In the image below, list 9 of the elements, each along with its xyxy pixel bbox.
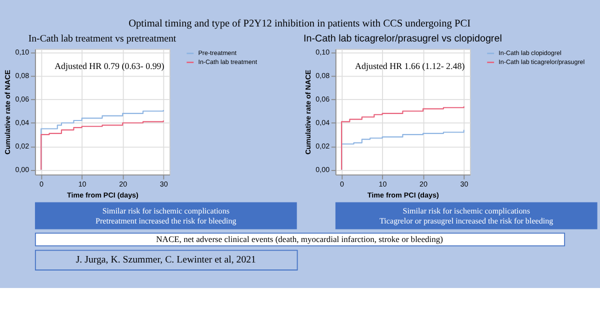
annotation: Adjusted HR 1.66 (1.12- 2.48)	[355, 61, 465, 72]
annotation: Adjusted HR 0.79 (0.63- 0.99)	[54, 61, 164, 72]
text: Similar risk for ischemic complications Pretreatment increased the risk for bleeding	[96, 206, 236, 226]
chart-title: In-Cath lab ticagrelor/prasugrel vs clopidogrel	[303, 34, 502, 45]
chart-title: In-Cath lab treatment vs pretreatment	[28, 34, 176, 45]
text: Similar risk for ischemic complications Ticagrelor or prasugrel increased the risk for bleeding	[380, 206, 554, 226]
text: Optimal timing and type of P2Y12 inhibition in patients with CCS undergoing PCI	[128, 18, 472, 30]
text: NACE, net adverse clinical events (death, myocardial infarction, stroke or bleeding)	[156, 234, 444, 244]
text: J. Jurga, K. Szummer, C. Lewinter et al, 2021	[76, 254, 256, 266]
